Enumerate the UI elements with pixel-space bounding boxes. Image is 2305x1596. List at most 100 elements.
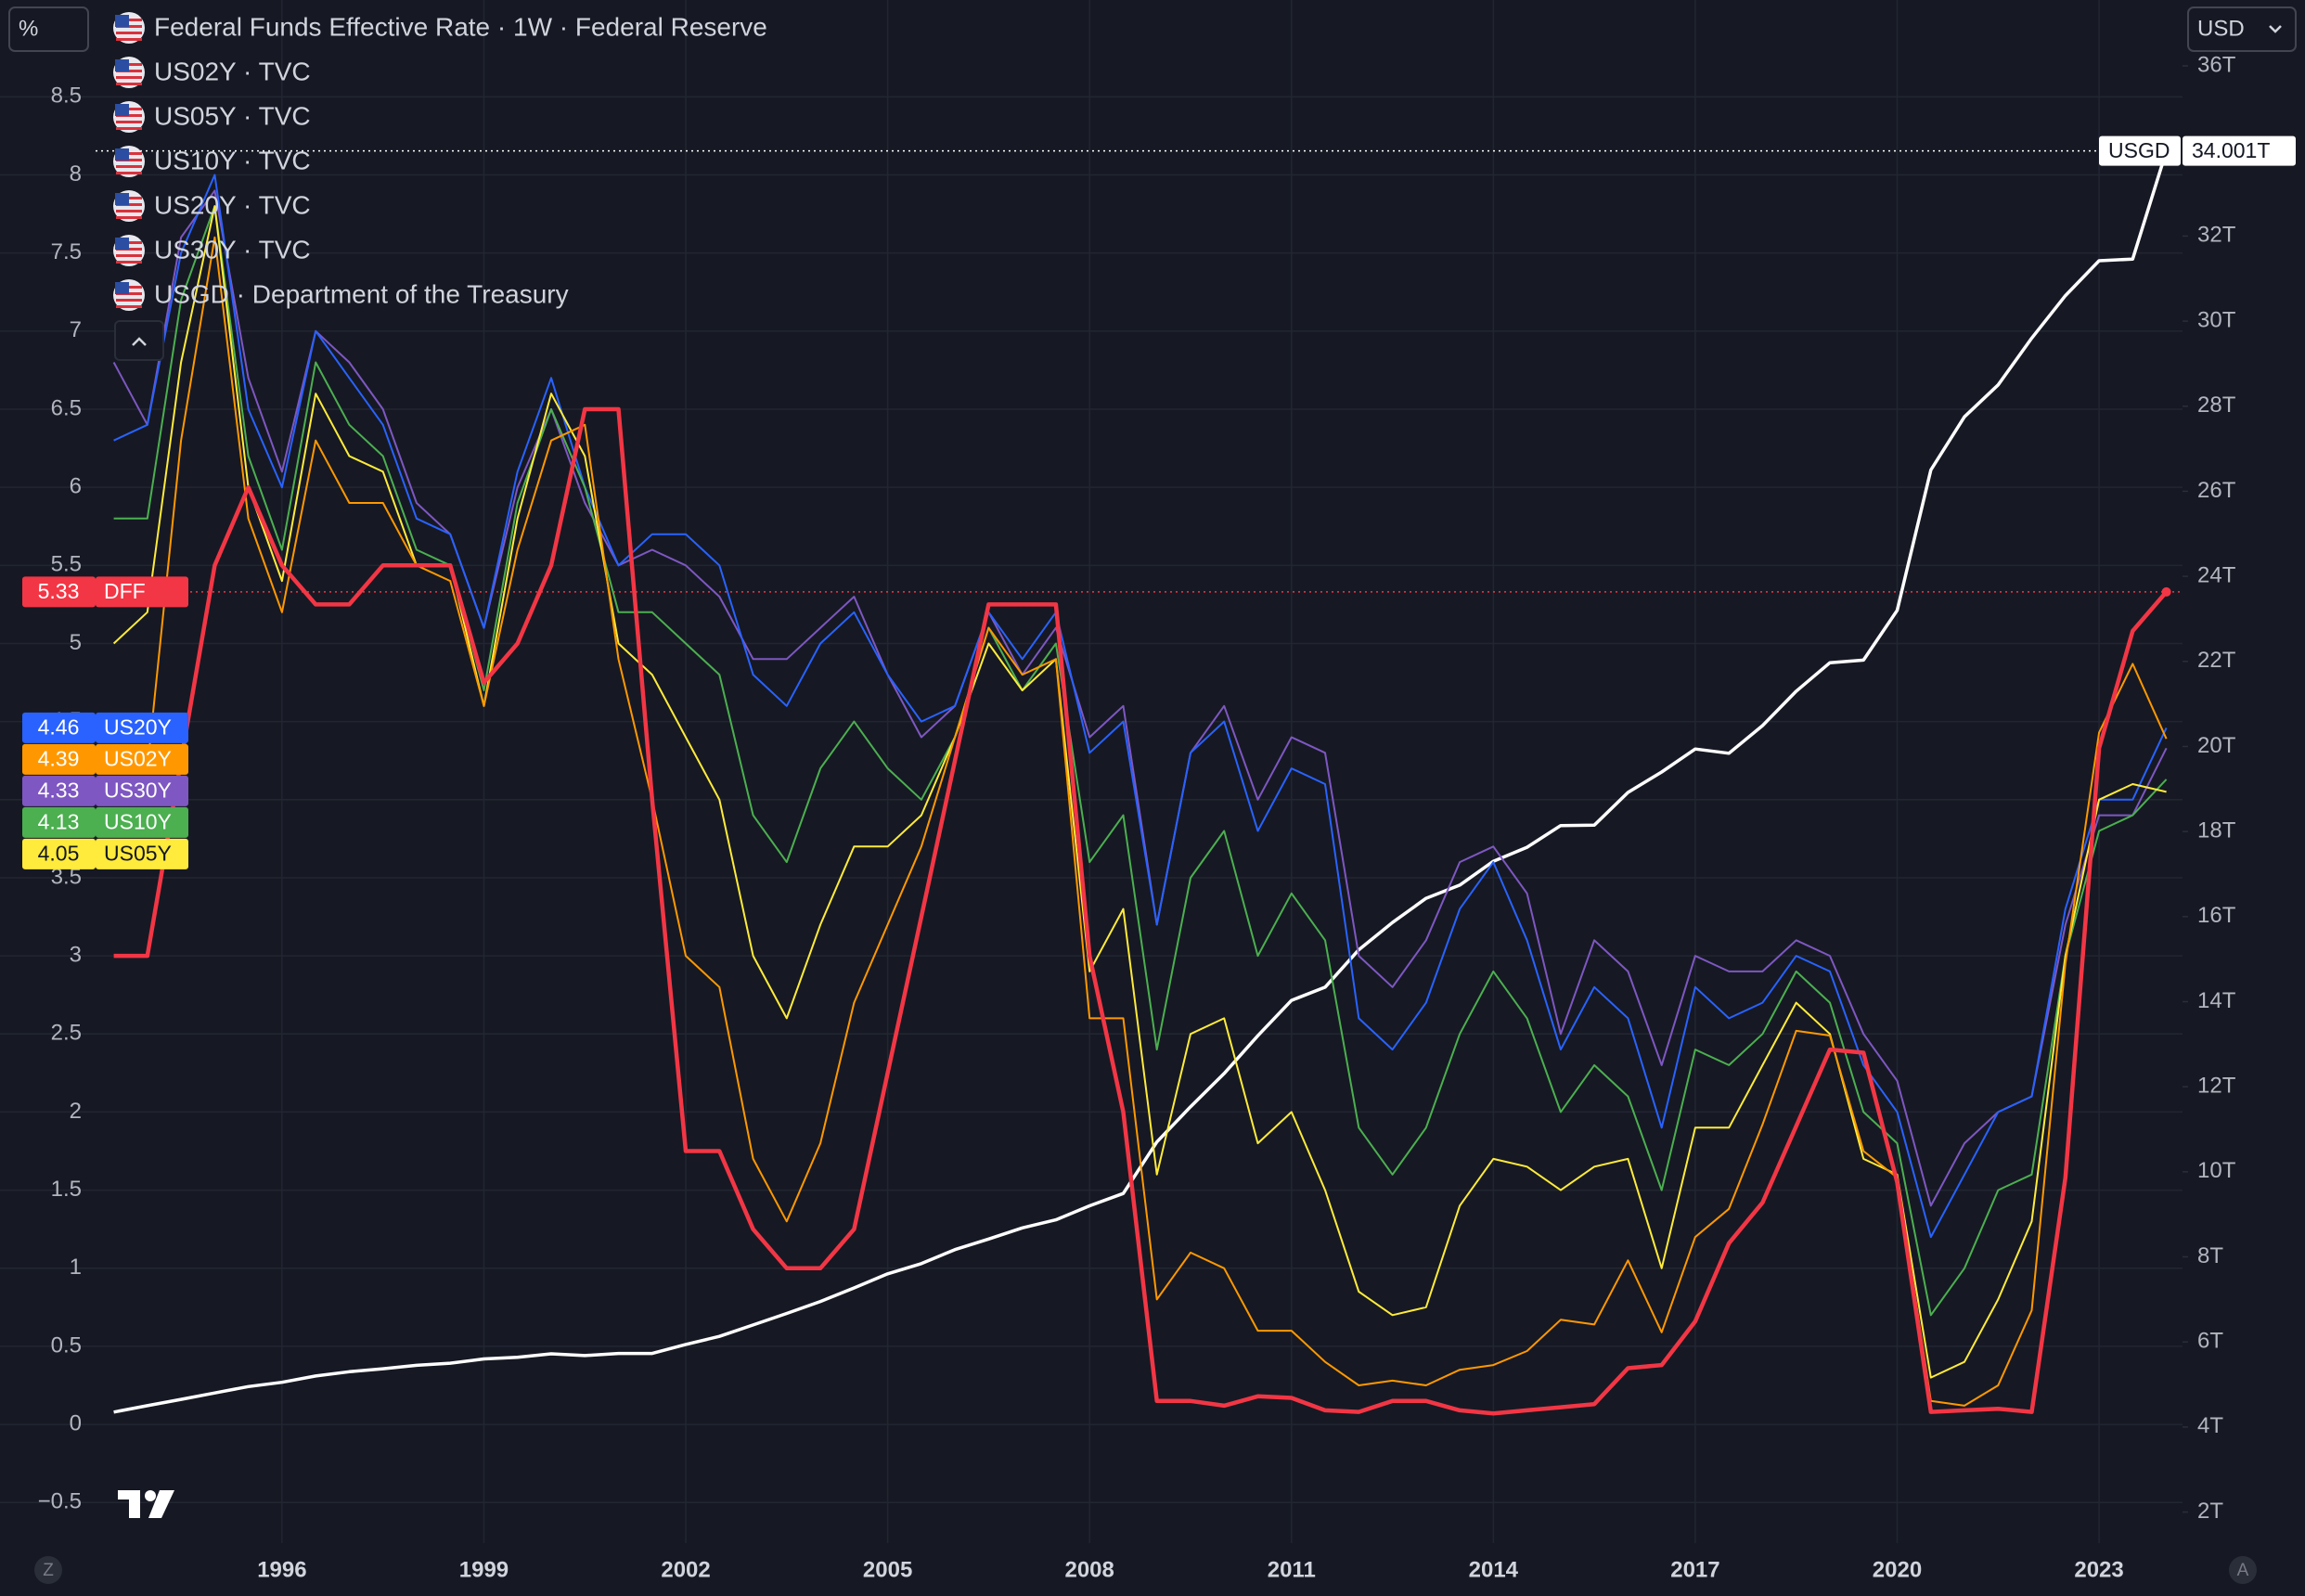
- y-tick-label: 8.5: [51, 84, 82, 109]
- y-tick-label: 2.5: [51, 1021, 82, 1046]
- flag-stripe: [116, 165, 142, 168]
- legend-label: US10Y · TVC: [154, 146, 311, 174]
- badge-value-box: [22, 576, 96, 608]
- series-line: [113, 406, 2169, 1416]
- flag-stripe: [116, 299, 142, 302]
- y-tick-label: 5.5: [51, 552, 82, 577]
- price-badges: 5.33 DFF 4.46 US20Y 4.39 US02Y 4.33 US30Y 4.13 US…: [22, 135, 2296, 869]
- x-tick-label: 2008: [1064, 1557, 1114, 1582]
- legend-label: USGD · Department of the Treasury: [154, 279, 569, 308]
- y2-tick-label: 6T: [2197, 1329, 2223, 1354]
- y-tick-label: 1.5: [51, 1177, 82, 1202]
- x-axis-band: [0, 1543, 2305, 1596]
- y2-tick-label: 4T: [2197, 1413, 2223, 1438]
- badge-value-box: [22, 806, 96, 838]
- plot: [96, 149, 2183, 1416]
- y-tick-label: 8: [70, 161, 82, 187]
- y-tick-label: 6.5: [51, 395, 82, 420]
- flag-canton: [115, 148, 129, 161]
- x-tick-label: 2017: [1670, 1557, 1719, 1582]
- y-tick-label: −0.5: [38, 1489, 82, 1514]
- badge-value: 5.33: [38, 579, 80, 603]
- badge-value-box: [22, 775, 96, 806]
- flag-stripe: [116, 76, 142, 79]
- x-tick-label: 1996: [257, 1557, 306, 1582]
- x-tick-label: 2011: [1268, 1557, 1316, 1582]
- badge-name-box: [96, 838, 188, 869]
- currency-label[interactable]: USD: [2197, 16, 2245, 41]
- x-tick-label: 2005: [863, 1557, 912, 1582]
- y-tick-label: 7.5: [51, 239, 82, 264]
- badge-name: DFF: [104, 579, 146, 603]
- badge-value: 34.001T: [2192, 138, 2270, 162]
- badge-value-box: [22, 743, 96, 775]
- x-tick-label: 2002: [661, 1557, 710, 1582]
- y2-tick-label: 22T: [2197, 648, 2236, 673]
- y2-tick-label: 32T: [2197, 223, 2236, 248]
- flag-stripe: [116, 216, 142, 219]
- legend-label: Federal Funds Effective Rate · 1W · Fede…: [154, 12, 767, 41]
- y2-tick-label: 2T: [2197, 1499, 2223, 1524]
- flag-canton: [115, 59, 129, 71]
- y-tick-label: 5: [70, 630, 82, 655]
- flag-canton: [115, 282, 129, 294]
- series-line: [113, 150, 2169, 1414]
- badge-value: 4.13: [38, 809, 80, 833]
- series-line: [113, 236, 2168, 1407]
- badge-value: 4.39: [38, 746, 80, 770]
- flag-stripe: [116, 121, 142, 123]
- scale-button-label[interactable]: %: [19, 16, 38, 41]
- badge-name: US02Y: [104, 746, 172, 770]
- y2-tick-label: 12T: [2197, 1074, 2236, 1099]
- y2-tick-label: 20T: [2197, 733, 2236, 758]
- logo: [118, 1490, 174, 1518]
- collapse-icon: [132, 337, 147, 346]
- y2-tick-label: 26T: [2197, 478, 2236, 503]
- logo-part: [145, 1490, 156, 1501]
- axes: −0.500.511.522.533.544.555.566.577.588.5…: [0, 52, 2305, 1596]
- legend: Federal Funds Effective Rate · 1W · Fede…: [113, 12, 767, 311]
- badge-name-box: [96, 712, 188, 743]
- badge-value-box: [2183, 135, 2296, 166]
- x-tick-label: 1999: [459, 1557, 509, 1582]
- flag-stripe: [116, 32, 142, 34]
- legend-label: US20Y · TVC: [154, 190, 311, 219]
- y2-tick-label: 36T: [2197, 52, 2236, 77]
- y2-tick-label: 18T: [2197, 817, 2236, 843]
- badge-value-box: [22, 838, 96, 869]
- badge-name: USGD: [2108, 138, 2170, 162]
- badge-name: US05Y: [104, 841, 172, 865]
- x-tick-label: 2023: [2074, 1557, 2123, 1582]
- a-button[interactable]: [2229, 1556, 2257, 1584]
- currency-dropdown[interactable]: [2187, 6, 2297, 52]
- flag-canton: [115, 104, 129, 116]
- collapse-legend-button[interactable]: [114, 320, 164, 361]
- y-tick-label: 0: [70, 1410, 82, 1435]
- x-tick-label: 2020: [1873, 1557, 1922, 1582]
- logo-part: [129, 1490, 140, 1518]
- y2-tick-label: 16T: [2197, 903, 2236, 928]
- y2-tick-label: 30T: [2197, 307, 2236, 332]
- y2-tick-label: 24T: [2197, 562, 2236, 587]
- y2-tick-label: 10T: [2197, 1158, 2236, 1183]
- badge-value: 4.46: [38, 714, 80, 739]
- flag-canton: [115, 15, 129, 27]
- scale-button[interactable]: [8, 6, 89, 52]
- badge-name-box: [96, 775, 188, 806]
- z-button-label[interactable]: Z: [43, 1561, 54, 1580]
- x-tick-label: 2014: [1469, 1557, 1519, 1582]
- y-tick-label: 0.5: [51, 1332, 82, 1358]
- z-button[interactable]: [34, 1556, 62, 1584]
- flag-stripe: [116, 38, 142, 41]
- badge-name: US30Y: [104, 778, 172, 802]
- logo-part: [148, 1490, 174, 1518]
- badge-name-box: [96, 806, 188, 838]
- flag-stripe: [116, 172, 142, 174]
- grid: [0, 0, 2183, 1543]
- a-button-label[interactable]: A: [2237, 1561, 2249, 1580]
- y-tick-label: 6: [70, 474, 82, 499]
- badge-value: 4.05: [38, 841, 80, 865]
- badge-name: US10Y: [104, 809, 172, 833]
- legend-label: US30Y · TVC: [154, 235, 311, 264]
